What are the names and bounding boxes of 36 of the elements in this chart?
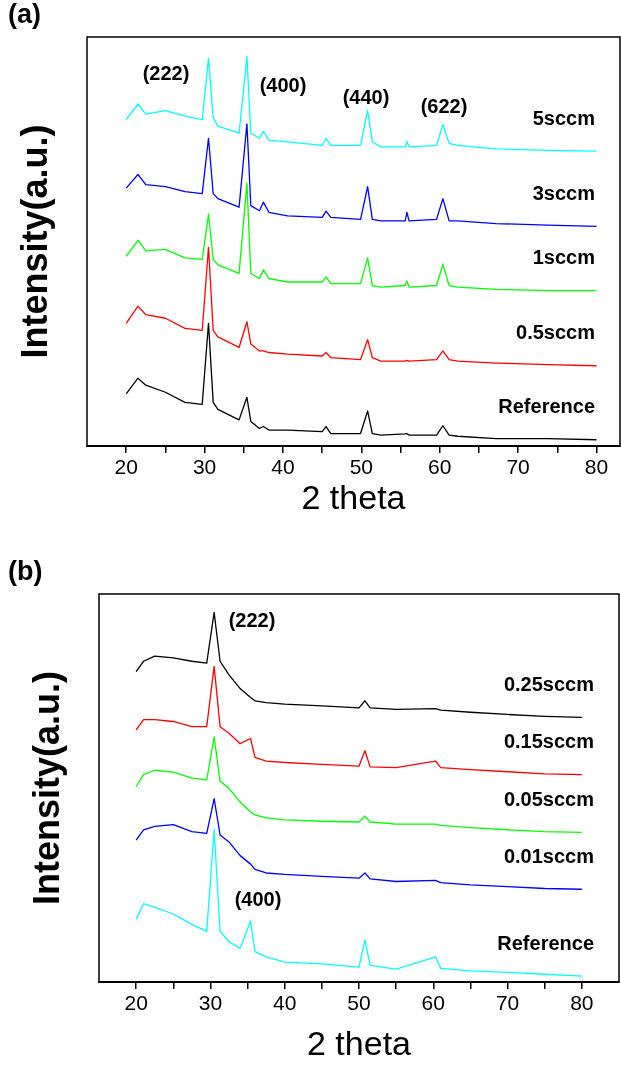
x-tick-label: 80 — [584, 455, 609, 479]
x-tick-label: 30 — [192, 455, 217, 479]
x-tick-label: 40 — [271, 455, 295, 479]
x-tick-label: 60 — [428, 455, 452, 479]
x-tick-label: 50 — [349, 455, 374, 479]
x-tick-label: 30 — [198, 991, 223, 1015]
y-axis-title: Intensity(a.u.) — [25, 670, 67, 906]
series-label: 0.25sccm — [503, 672, 594, 695]
x-axis-title: 2 theta — [301, 477, 406, 516]
x-tick-label: 20 — [124, 991, 148, 1015]
x-tick-label: 40 — [273, 991, 297, 1015]
annotation: (222) — [228, 608, 276, 631]
x-axis-title: 2 theta — [307, 1023, 412, 1062]
x-tick-label: 20 — [114, 455, 138, 479]
series-label: 0.5sccm — [516, 321, 595, 344]
series-label: Reference — [497, 931, 594, 954]
series-label: 0.05sccm — [503, 787, 594, 810]
x-tick-label: 50 — [347, 991, 371, 1015]
series-label: 5sccm — [532, 106, 595, 129]
x-tick-label: 70 — [495, 991, 520, 1015]
annotation: (400) — [259, 73, 307, 96]
y-axis-title: Intensity(a.u.) — [13, 124, 55, 359]
x-tick-label: 80 — [570, 991, 594, 1015]
series-label: 0.15sccm — [503, 730, 594, 753]
series-label: 1sccm — [532, 246, 595, 269]
chart-title: (b) — [8, 555, 43, 586]
annotation: (622) — [420, 94, 468, 117]
chart-title: (a) — [8, 0, 41, 29]
series-label: 0.01sccm — [503, 844, 594, 867]
x-tick-label: 60 — [421, 991, 445, 1015]
series-label: 3sccm — [532, 181, 595, 204]
x-tick-label: 70 — [506, 455, 530, 479]
annotation: (400) — [234, 887, 282, 910]
annotation: (222) — [142, 61, 190, 84]
annotation: (440) — [342, 85, 390, 108]
series-label: Reference — [498, 395, 595, 418]
